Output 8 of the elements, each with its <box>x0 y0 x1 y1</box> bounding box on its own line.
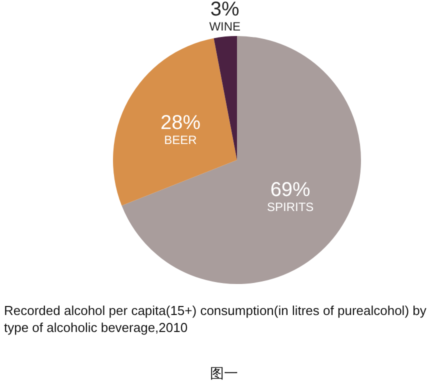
text: Recorded alcohol per capita(15+) consumption(in litres of purealcohol) by type of alcoholic beverage,2010 <box>3 302 428 336</box>
data-label: 28% <box>160 112 201 134</box>
data-label: 3% <box>210 0 240 21</box>
data-label: 69% <box>270 179 311 202</box>
slice-label: WINE <box>209 20 241 34</box>
slice-label: BEER <box>164 132 198 147</box>
slice-label: SPIRITS <box>266 200 314 214</box>
text: 图一 <box>210 366 238 382</box>
